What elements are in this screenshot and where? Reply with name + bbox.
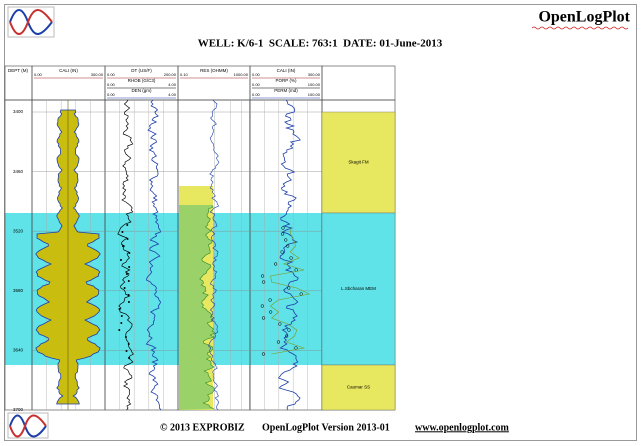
curve-max: 4.00 — [168, 92, 177, 97]
porp-point — [260, 274, 265, 278]
porp-point — [268, 298, 272, 302]
curve-name: RHOB (G/C3) — [128, 78, 156, 83]
den-point — [127, 280, 130, 282]
zone — [321, 111, 396, 214]
zone-name: Skagit FM — [348, 160, 369, 165]
porp-point — [281, 226, 285, 230]
header-box — [321, 65, 396, 101]
depth-label: 3580 — [13, 288, 24, 293]
zone — [321, 212, 396, 366]
porp-point — [284, 238, 288, 242]
cali-curve — [277, 99, 301, 411]
well-info: WELL: K/6-1 SCALE: 763:1 DATE: 01-June-2… — [198, 38, 443, 50]
porp-point — [289, 256, 293, 260]
depth-label: 3640 — [13, 348, 24, 353]
version: OpenLogPlot Version 2013-01 — [262, 422, 390, 433]
res-deep — [208, 99, 220, 411]
porp-point — [260, 304, 265, 308]
curve-min: 0.00 — [107, 82, 116, 87]
curve-min: 0.00 — [252, 72, 261, 77]
res-fill — [179, 205, 216, 410]
den-point — [120, 322, 123, 324]
porp-point — [284, 334, 289, 338]
curve-min: 0.00 — [107, 72, 116, 77]
curve-name: PORP (%) — [276, 78, 297, 83]
den-point — [120, 315, 123, 317]
perm-curve — [269, 227, 311, 355]
footer-logo — [7, 412, 49, 439]
den-point — [123, 287, 126, 289]
curve-max: 1000.00 — [234, 72, 249, 77]
den-point — [121, 245, 124, 247]
porp-point — [280, 250, 284, 254]
url-link[interactable]: www.openlogplot.com — [415, 422, 510, 433]
porp-point — [276, 340, 281, 344]
den-point — [126, 238, 129, 240]
depth-header: DEPT (M) — [8, 68, 28, 73]
copyright: © 2013 EXPROBIZ — [160, 422, 245, 433]
den-point — [127, 294, 130, 296]
zone — [321, 364, 396, 411]
den-point — [118, 329, 121, 331]
den-point — [125, 273, 128, 275]
app-title: OpenLogPlot — [538, 9, 630, 26]
den-point — [125, 350, 128, 352]
curve-min: 0.00 — [34, 72, 43, 77]
curve-max: 4.00 — [168, 82, 177, 87]
depth-label: 3520 — [13, 228, 24, 233]
den-point — [128, 266, 131, 268]
zone-name: L.Sbcharan MEM — [341, 286, 376, 291]
porp-point — [268, 310, 273, 314]
curve-max: 200.00 — [164, 72, 177, 77]
page-border — [4, 4, 637, 441]
curve-min: 0.00 — [252, 92, 261, 97]
porp-point — [287, 286, 291, 290]
curve-max: 100.00 — [308, 92, 321, 97]
curve-name: CALI (IN) — [277, 68, 296, 73]
den-point — [119, 259, 122, 261]
den-point — [124, 336, 127, 338]
den-point — [127, 301, 130, 303]
porp-point — [261, 280, 266, 284]
porp-point — [287, 328, 291, 332]
depth-label: 3400 — [13, 109, 24, 114]
porp-point — [286, 244, 290, 248]
zone-name: Caumar SS — [347, 385, 370, 390]
logo — [7, 6, 55, 38]
porp-point — [273, 262, 278, 266]
curve-name: DT (US/F) — [131, 68, 152, 73]
res-curve — [199, 204, 216, 410]
porp-point — [280, 232, 285, 236]
curve-name: PERM (md) — [274, 88, 298, 93]
curve-max: 300.00 — [308, 72, 321, 77]
porp-point — [261, 316, 266, 320]
curve-max: 300.00 — [91, 72, 104, 77]
curve-min: 0.10 — [180, 72, 189, 77]
den-point — [126, 224, 129, 226]
den-point — [127, 343, 130, 345]
porp-point — [261, 352, 266, 356]
spell-underline — [531, 26, 629, 30]
curve-name: CALI (IN) — [59, 68, 78, 73]
curve-name: DEN (gm) — [132, 88, 153, 93]
curve-name: RES (OHMM) — [200, 68, 228, 73]
curve-min: 0.00 — [107, 92, 116, 97]
curve-min: 0.00 — [252, 82, 261, 87]
den-point — [128, 252, 131, 254]
den-point — [118, 308, 121, 310]
den-point — [121, 231, 124, 233]
rhob-curve — [145, 99, 162, 411]
depth-label: 3460 — [13, 169, 24, 174]
depth-label: 3700 — [13, 407, 24, 412]
porp-point — [278, 322, 282, 326]
curve-max: 100.00 — [308, 82, 321, 87]
den-point — [128, 357, 131, 359]
